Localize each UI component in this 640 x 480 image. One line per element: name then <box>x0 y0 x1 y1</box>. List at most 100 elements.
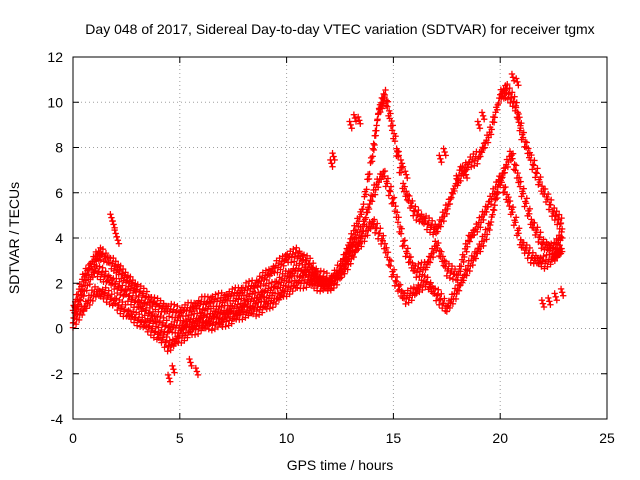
data-point-isolated-fragments <box>348 125 355 132</box>
data-point-isolated-fragments <box>539 300 547 307</box>
data-point-middle-track <box>154 313 161 321</box>
y-axis-label: SDTVAR / TECUs <box>6 182 22 294</box>
data-point-upper-track <box>551 204 558 212</box>
data-point-upper-track <box>183 307 190 315</box>
data-point-middle-track <box>313 268 320 275</box>
data-point-middle-track <box>99 264 106 271</box>
data-point-middle-track <box>438 248 445 255</box>
y-tick-label: 2 <box>55 275 63 291</box>
data-point-upper-track <box>244 286 251 294</box>
data-point-upper-track <box>412 203 419 210</box>
data-point-isolated-fragments <box>113 233 120 241</box>
data-point-upper-track <box>553 208 560 215</box>
data-point-middle-track <box>393 209 401 216</box>
x-tick-label: 10 <box>279 430 295 446</box>
x-tick-label: 0 <box>69 430 77 446</box>
data-point-middle-track <box>116 278 123 285</box>
data-point-isolated-fragments <box>329 149 336 157</box>
data-point-middle-track <box>386 187 393 194</box>
data-point-middle-track <box>415 260 422 268</box>
data-point-middle-track <box>511 161 518 168</box>
data-point-isolated-fragments <box>394 148 401 156</box>
data-point-isolated-fragments <box>441 148 448 156</box>
data-point-upper-track <box>168 300 175 308</box>
data-point-upper-track <box>520 129 527 136</box>
data-point-isolated-fragments <box>551 290 558 297</box>
data-point-upper-track <box>537 173 544 181</box>
data-point-upper-track <box>428 217 436 224</box>
data-point-isolated-fragments <box>328 160 335 167</box>
data-point-upper-track <box>382 86 389 94</box>
data-point-upper-track <box>415 206 422 214</box>
data-point-upper-track <box>369 153 376 160</box>
x-tick-label: 20 <box>492 430 508 446</box>
data-point-isolated-fragments <box>480 116 488 123</box>
data-point-isolated-fragments <box>166 378 174 385</box>
data-point-middle-track <box>384 175 392 182</box>
grid <box>73 57 607 419</box>
y-tick-label: -4 <box>51 411 64 427</box>
data-point-upper-track <box>444 205 451 213</box>
data-point-middle-track <box>404 245 411 252</box>
data-point-isolated-fragments <box>553 297 561 304</box>
data-point-upper-track <box>506 84 513 92</box>
data-point-isolated-fragments <box>194 371 202 379</box>
data-point-isolated-fragments <box>108 214 115 221</box>
data-point-middle-track <box>235 296 242 303</box>
data-point-upper-track <box>389 122 397 129</box>
data-point-upper-track <box>468 158 476 166</box>
data-point-isolated-fragments <box>475 121 483 129</box>
data-point-middle-track <box>399 237 407 245</box>
data-point-middle-track <box>201 307 209 314</box>
data-point-middle-track <box>218 303 225 311</box>
y-tick-label: 10 <box>47 94 63 110</box>
data-point-middle-track <box>149 308 157 316</box>
data-point-upper-track <box>370 140 377 147</box>
y-tick-label: 6 <box>55 185 63 201</box>
data-point-upper-track <box>122 269 129 276</box>
data-point-upper-track <box>531 157 538 164</box>
data-point-upper-track <box>140 285 148 292</box>
data-point-middle-track <box>140 300 148 307</box>
data-point-isolated-fragments <box>515 82 522 89</box>
data-point-upper-track <box>293 244 300 251</box>
data-point-isolated-fragments <box>508 70 516 78</box>
y-tick-label: 4 <box>55 230 63 246</box>
data-point-isolated-fragments <box>165 375 173 382</box>
data-point-middle-track <box>528 216 535 223</box>
data-point-upper-track <box>99 245 107 253</box>
data-point-isolated-fragments <box>540 303 548 311</box>
data-point-isolated-fragments <box>110 221 117 228</box>
data-point-upper-track <box>102 249 110 257</box>
data-point-lower-track <box>494 189 501 197</box>
data-point-isolated-fragments <box>436 152 443 159</box>
data-point-isolated-fragments <box>193 368 201 375</box>
data-point-middle-track <box>392 202 399 210</box>
data-point-upper-track <box>558 214 565 222</box>
x-tick-label: 5 <box>176 430 184 446</box>
x-tick-label: 15 <box>386 430 402 446</box>
data-point-upper-track <box>388 117 395 125</box>
data-point-isolated-fragments <box>346 118 353 125</box>
data-point-upper-track <box>547 196 555 204</box>
data-point-isolated-fragments <box>107 211 114 218</box>
data-point-upper-track <box>255 278 262 286</box>
data-point-lower-track <box>125 307 132 314</box>
data-point-upper-track <box>171 301 178 308</box>
data-point-upper-track <box>406 192 413 200</box>
data-marks <box>69 70 567 385</box>
data-point-middle-track <box>407 253 415 261</box>
data-point-middle-track <box>76 296 83 303</box>
data-point-middle-track <box>389 195 396 202</box>
data-point-isolated-fragments <box>442 152 449 159</box>
data-point-isolated-fragments <box>331 156 338 164</box>
data-point-middle-track <box>143 301 151 309</box>
data-point-upper-track <box>403 188 410 195</box>
x-axis-label: GPS time / hours <box>287 457 394 473</box>
data-point-middle-track <box>274 280 282 287</box>
data-point-upper-track <box>477 148 485 155</box>
data-point-middle-track <box>268 279 276 286</box>
data-point-upper-track <box>200 301 207 308</box>
data-point-upper-track <box>371 141 378 149</box>
data-point-isolated-fragments <box>347 121 354 129</box>
